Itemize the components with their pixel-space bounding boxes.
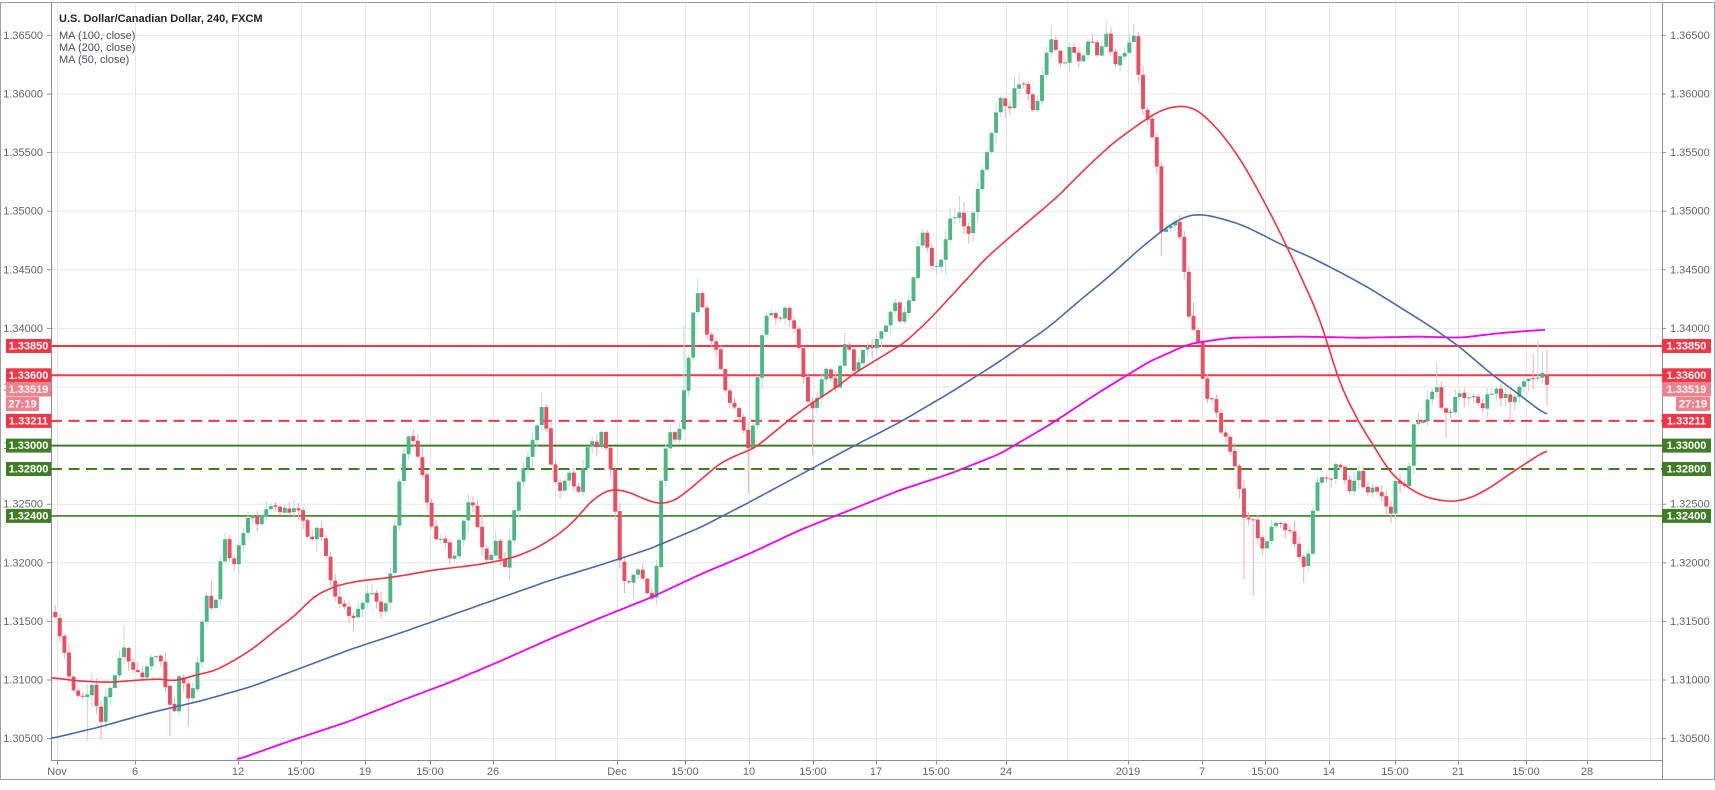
svg-text:15:00: 15:00 [671, 766, 699, 778]
svg-text:7: 7 [1199, 766, 1205, 778]
svg-text:1.33000: 1.33000 [1667, 440, 1707, 452]
svg-text:17: 17 [870, 766, 882, 778]
svg-text:6: 6 [132, 766, 138, 778]
svg-text:1.31000: 1.31000 [1670, 675, 1710, 687]
svg-text:1.34500: 1.34500 [1670, 264, 1710, 276]
svg-text:1.34000: 1.34000 [1670, 323, 1710, 335]
svg-text:1.35500: 1.35500 [3, 147, 43, 159]
svg-text:1.32000: 1.32000 [3, 557, 43, 569]
svg-text:1.30500: 1.30500 [1670, 733, 1710, 745]
svg-text:12: 12 [232, 766, 244, 778]
svg-text:Dec: Dec [607, 766, 627, 778]
svg-text:15:00: 15:00 [287, 766, 315, 778]
svg-text:15:00: 15:00 [1251, 766, 1279, 778]
svg-text:MA (100, close): MA (100, close) [59, 30, 135, 42]
svg-text:28: 28 [1581, 766, 1593, 778]
svg-text:1.35500: 1.35500 [1670, 147, 1710, 159]
svg-text:1.32800: 1.32800 [1667, 464, 1707, 476]
svg-text:1.32000: 1.32000 [1670, 557, 1710, 569]
svg-text:1.35000: 1.35000 [3, 206, 43, 218]
svg-text:21: 21 [1452, 766, 1464, 778]
svg-text:1.31000: 1.31000 [3, 675, 43, 687]
svg-text:1.35000: 1.35000 [1670, 206, 1710, 218]
svg-text:1.33519: 1.33519 [1667, 384, 1707, 396]
svg-text:1.33850: 1.33850 [1667, 341, 1707, 353]
svg-text:1.34500: 1.34500 [3, 264, 43, 276]
svg-text:1.33211: 1.33211 [9, 415, 48, 427]
svg-text:27:19: 27:19 [1679, 399, 1707, 411]
svg-text:15:00: 15:00 [799, 766, 827, 778]
svg-text:26: 26 [487, 766, 499, 778]
svg-text:19: 19 [359, 766, 371, 778]
svg-text:1.34000: 1.34000 [3, 323, 43, 335]
svg-text:15:00: 15:00 [1512, 766, 1540, 778]
svg-text:15:00: 15:00 [922, 766, 950, 778]
svg-text:1.32500: 1.32500 [1670, 499, 1710, 511]
svg-text:1.36000: 1.36000 [3, 89, 43, 101]
svg-text:1.33600: 1.33600 [1667, 370, 1707, 382]
svg-text:15:00: 15:00 [1381, 766, 1409, 778]
svg-text:MA (200, close): MA (200, close) [59, 42, 135, 54]
svg-text:Nov: Nov [47, 766, 67, 778]
svg-text:1.33211: 1.33211 [1667, 415, 1706, 427]
svg-text:1.32400: 1.32400 [9, 510, 49, 522]
svg-text:24: 24 [1000, 766, 1012, 778]
svg-text:15:00: 15:00 [416, 766, 444, 778]
svg-text:2019: 2019 [1116, 766, 1140, 778]
svg-text:1.36000: 1.36000 [1670, 89, 1710, 101]
svg-text:1.33519: 1.33519 [9, 384, 49, 396]
svg-text:1.36500: 1.36500 [1670, 30, 1710, 42]
svg-text:10: 10 [743, 766, 755, 778]
svg-text:1.36500: 1.36500 [3, 30, 43, 42]
svg-text:1.32800: 1.32800 [9, 464, 49, 476]
svg-text:1.33000: 1.33000 [9, 440, 49, 452]
svg-text:1.32500: 1.32500 [3, 499, 43, 511]
svg-text:1.31500: 1.31500 [1670, 616, 1710, 628]
svg-text:14: 14 [1323, 766, 1335, 778]
svg-text:MA (50, close): MA (50, close) [59, 54, 129, 66]
svg-text:U.S. Dollar/Canadian Dollar, 2: U.S. Dollar/Canadian Dollar, 240, FXCM [59, 13, 263, 25]
svg-text:1.33850: 1.33850 [9, 341, 49, 353]
svg-text:1.30500: 1.30500 [3, 733, 43, 745]
svg-text:27:19: 27:19 [8, 399, 36, 411]
svg-text:1.33600: 1.33600 [9, 370, 49, 382]
svg-text:1.32400: 1.32400 [1667, 510, 1707, 522]
svg-text:1.31500: 1.31500 [3, 616, 43, 628]
